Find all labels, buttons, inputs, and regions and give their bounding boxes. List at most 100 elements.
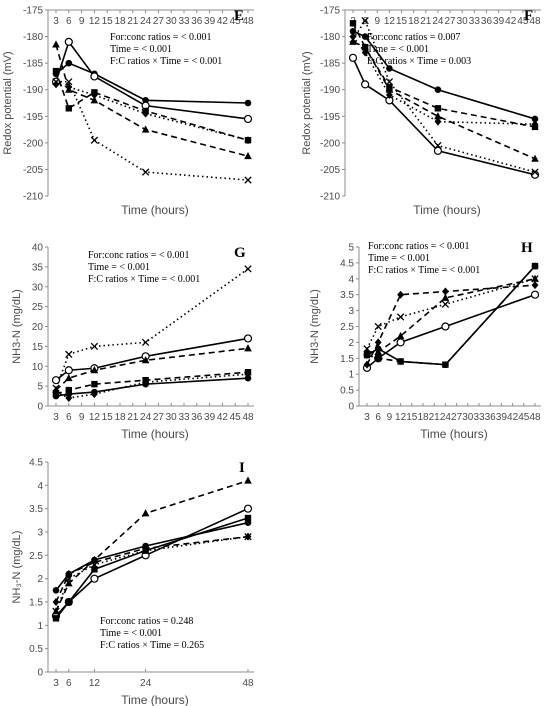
marker-x-stroke [361,16,369,25]
x-tick-label: 21 [429,412,441,423]
x-tick-label: 6 [66,678,72,689]
marker-diamond [91,390,98,399]
marker-x [531,168,539,176]
marker-x-stroke [396,313,405,321]
marker-circle-open [243,504,253,513]
y-tick-label: 1 [37,621,43,632]
marker-x [52,607,60,615]
marker-diamond [349,32,357,41]
y-tick-label: 1 [348,370,354,381]
marker-circle-open [441,322,450,331]
marker-square [397,358,404,365]
series-line [367,278,536,353]
y-tick-label: 3.5 [29,504,43,515]
x-tick-label: 39 [493,16,505,27]
y-tick-label: 30 [32,282,44,293]
x-tick-label: 3 [53,16,59,27]
marker-square [442,361,449,368]
marker-circle-filled [361,33,369,40]
y-tick-label: -200 [320,138,340,149]
y-tick-label: 3 [37,528,43,539]
marker-x-stroke [65,575,73,583]
series-line [55,371,249,395]
x-tick-label: 6 [66,16,72,27]
marker-circle-filled [386,65,393,72]
x-tick-label: 39 [204,412,216,423]
marker-triangle [65,373,73,382]
marker-x-stroke [65,350,73,358]
marker-diamond [531,281,539,290]
y-tick-label: -185 [320,59,340,70]
x-axis-title: Time (hours) [121,427,189,441]
y-tick-label: 4 [37,481,43,492]
marker-x-stroke [52,384,60,392]
marker-diamond [91,91,98,100]
x-tick-label: 15 [406,412,418,423]
marker-diamond [244,136,252,145]
marker-triangle [141,509,150,517]
x-tick-label: 45 [518,412,530,423]
series-line [55,268,249,389]
y-axis-title: Redox potential (mV) [301,51,313,154]
marker-square [52,615,60,622]
marker-x [434,141,442,150]
x-tick-label: 9 [79,412,85,423]
marker-triangle [65,579,73,587]
x-tick-label: 33 [469,16,481,27]
marker-x-stroke [141,338,150,347]
x-tick-label: 45 [230,16,242,27]
panel-letter: H [521,240,533,256]
x-tick-label: 18 [114,412,126,423]
marker-x [141,168,150,176]
marker-triangle [363,347,371,355]
x-tick-label: 6 [375,412,381,423]
marker-circle-filled [52,587,60,594]
x-tick-label: 18 [114,16,126,27]
x-tick-label: 30 [457,16,469,27]
marker-x [52,384,60,392]
marker-diamond [397,290,404,299]
y-tick-label: 10 [32,362,44,373]
marker-triangle [361,43,369,51]
series-line [352,18,536,173]
marker-square [91,380,98,388]
x-axis-title: Time (hours) [121,203,189,217]
x-tick-label: 24 [140,678,152,689]
x-tick-label: 9 [79,16,85,27]
x-tick-label: 18 [417,412,429,423]
x-tick-label: 12 [395,412,407,423]
series-line [366,278,536,350]
panel-letter: E [234,8,244,24]
marker-x [531,275,539,283]
x-tick-label: 21 [127,412,139,423]
x-tick-label: 33 [178,16,190,27]
y-tick-label: 0 [37,402,43,413]
x-tick-label: 36 [481,16,493,27]
x-tick-label: 42 [507,412,519,423]
x-tick-label: 36 [485,412,497,423]
marker-x-stroke [52,78,60,86]
x-tick-label: 3 [53,678,59,689]
x-tick-label: 48 [529,412,541,423]
marker-x [90,561,99,569]
x-tick-label: 3 [364,412,370,423]
x-tick-label: 42 [217,412,229,423]
series-line [55,70,249,141]
stat-line: Time = < 0.001 [110,44,172,55]
marker-x [363,345,371,353]
series-line [366,265,536,366]
y-tick-label: -195 [320,112,340,123]
x-tick-label: 27 [153,412,165,423]
x-tick-label: 21 [420,16,432,27]
y-tick-label: -190 [23,85,43,96]
stat-line: Time = < 0.001 [367,44,429,55]
marker-diamond [531,120,539,129]
y-tick-label: 0.5 [340,386,354,397]
stat-line: For:conc ratios = 0.007 [367,32,460,43]
marker-square [363,351,371,359]
x-tick-label: 48 [529,16,541,27]
marker-triangle [531,154,539,162]
marker-circle-open [361,80,370,89]
